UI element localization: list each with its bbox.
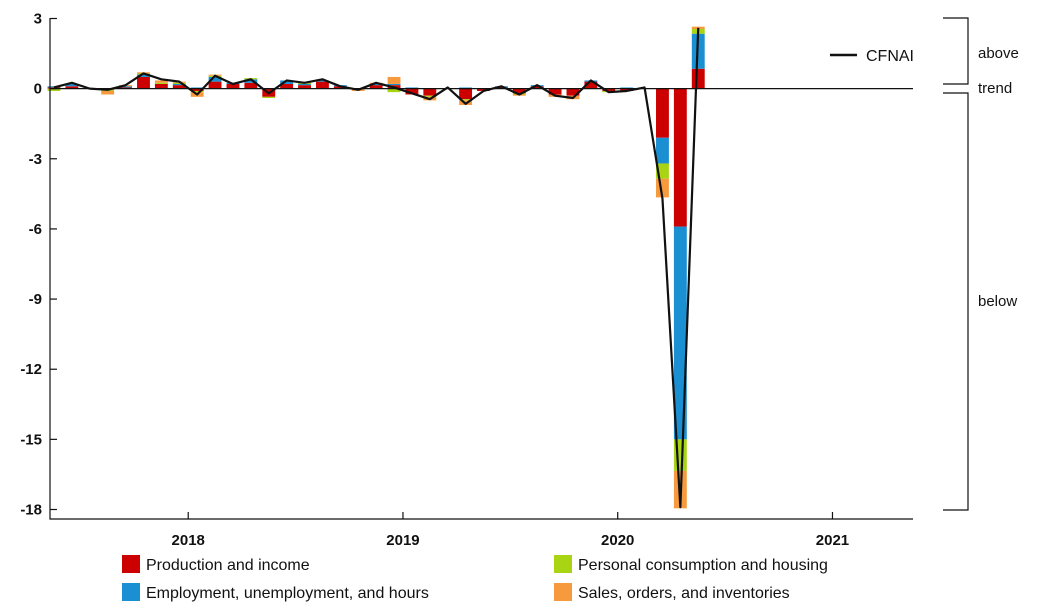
label-trend: trend <box>978 80 1012 97</box>
side-brackets <box>943 17 969 511</box>
bar-segment-3-2017-11 <box>154 82 168 84</box>
x-tick-label-3: 2021 <box>816 532 849 549</box>
bar-segment-1-2017-06 <box>65 86 79 89</box>
bar-segment-1-2020-05 <box>691 68 705 89</box>
y-tick-label-7: -18 <box>20 502 42 519</box>
x-tick-label-2: 2020 <box>601 532 634 549</box>
x-tick-label-0: 2018 <box>172 532 205 549</box>
bar-segment-1-2019-11 <box>584 81 598 89</box>
bar-segment-3-2019-02 <box>423 95 437 97</box>
axes: 3 0 -3 -6 -9 -12 -15 -18 2018 2019 2020 2021 <box>20 11 913 549</box>
bar-segment-3-2018-01 <box>190 90 204 93</box>
bar-segment-1-2018-06 <box>280 83 294 89</box>
bar-segment-1-2017-10 <box>137 76 150 89</box>
bar-segment-1-2018-02 <box>208 81 222 89</box>
bar-segment-2-2017-09 <box>119 86 133 88</box>
legend-swatch-2 <box>554 555 572 573</box>
bar-segment-2-2018-11 <box>369 83 383 86</box>
legend-label-4: Sales, orders, and inventories <box>578 585 790 602</box>
bar-segment-2-2018-07 <box>298 83 311 86</box>
bar-segment-2-2017-06 <box>65 83 79 87</box>
bar-segment-1-2019-01 <box>405 88 419 95</box>
bracket-below <box>943 92 969 511</box>
bar-segment-3-2017-12 <box>172 82 186 84</box>
bar-segment-1-2019-08 <box>530 86 544 89</box>
bar-segment-1-2018-09 <box>333 86 347 89</box>
bar-segment-2-2020-03 <box>656 137 669 164</box>
bar-segment-1-2018-04 <box>244 82 258 89</box>
bar-segment-3-2019-04 <box>459 99 473 101</box>
bar-segment-4-2018-12 <box>387 76 401 84</box>
bar-segment-2-2018-02 <box>208 76 222 82</box>
y-tick-label-5: -12 <box>20 361 42 378</box>
legend-swatch-1 <box>122 555 140 573</box>
bar-segment-2-2017-10 <box>137 74 150 77</box>
y-tick-label-2: -3 <box>29 151 42 168</box>
line-legend: CFNAI <box>830 48 914 65</box>
bar-segment-1-2018-01 <box>190 88 204 91</box>
bar-segment-4-2017-11 <box>154 80 168 83</box>
label-below: below <box>978 293 1017 310</box>
bar-segment-1-2019-09 <box>548 88 562 95</box>
bar-segment-1-2017-12 <box>172 85 186 89</box>
bar-segment-1-2020-04 <box>673 88 687 227</box>
bracket-above <box>943 17 969 85</box>
bar-segment-1-2019-02 <box>423 88 437 96</box>
y-tick-label-0: 3 <box>34 11 42 28</box>
legend-label-1: Production and income <box>146 557 310 574</box>
y-tick-label-3: -6 <box>29 221 42 238</box>
bar-segment-2-2018-12 <box>387 83 401 86</box>
legend-swatch-3 <box>122 583 140 601</box>
bar-segment-4-2017-08 <box>101 90 115 95</box>
bar-segment-1-2019-07 <box>512 88 526 94</box>
bar-segment-1-2020-03 <box>656 88 669 138</box>
legend-label-2: Personal consumption and housing <box>578 557 828 574</box>
bar-segment-2-2018-08 <box>316 80 329 82</box>
bar-segment-2-2018-06 <box>280 80 294 84</box>
bar-segment-1-2019-10 <box>566 88 580 96</box>
bar-segment-3-2018-05 <box>262 96 276 98</box>
bar-segment-2-2018-04 <box>244 79 258 83</box>
axis-frame <box>49 18 913 520</box>
line-legend-label: CFNAI <box>866 48 914 65</box>
bar-segment-1-2018-03 <box>226 83 240 89</box>
x-tick-label-1: 2019 <box>386 532 419 549</box>
bar-segment-3-2017-05 <box>47 88 61 91</box>
bar-segment-1-2019-04 <box>459 88 473 100</box>
bar-legend: Production and income Personal consumptio… <box>122 555 828 602</box>
bar-segment-3-2018-12 <box>387 88 401 93</box>
legend-label-3: Employment, unemployment, and hours <box>146 585 429 602</box>
bar-segment-1-2018-11 <box>369 85 383 89</box>
bar-segment-1-2019-05 <box>477 88 490 91</box>
bar-segment-2-2020-04 <box>673 226 687 440</box>
bar-segment-1-2019-12 <box>602 88 616 91</box>
cfnai-line <box>53 27 700 509</box>
bar-segment-1-2020-01 <box>620 88 634 91</box>
y-tick-label-6: -15 <box>20 431 42 448</box>
bar-segment-1-2017-11 <box>154 83 168 89</box>
bar-segment-1-2018-08 <box>316 81 329 89</box>
bars-layer <box>47 26 705 509</box>
y-tick-label-4: -9 <box>29 291 42 308</box>
y-tick-label-1: 0 <box>34 81 42 98</box>
bar-segment-1-2018-07 <box>298 85 311 89</box>
bar-segment-2-2017-12 <box>172 83 186 86</box>
label-above: above <box>978 45 1019 62</box>
legend-swatch-4 <box>554 583 572 601</box>
